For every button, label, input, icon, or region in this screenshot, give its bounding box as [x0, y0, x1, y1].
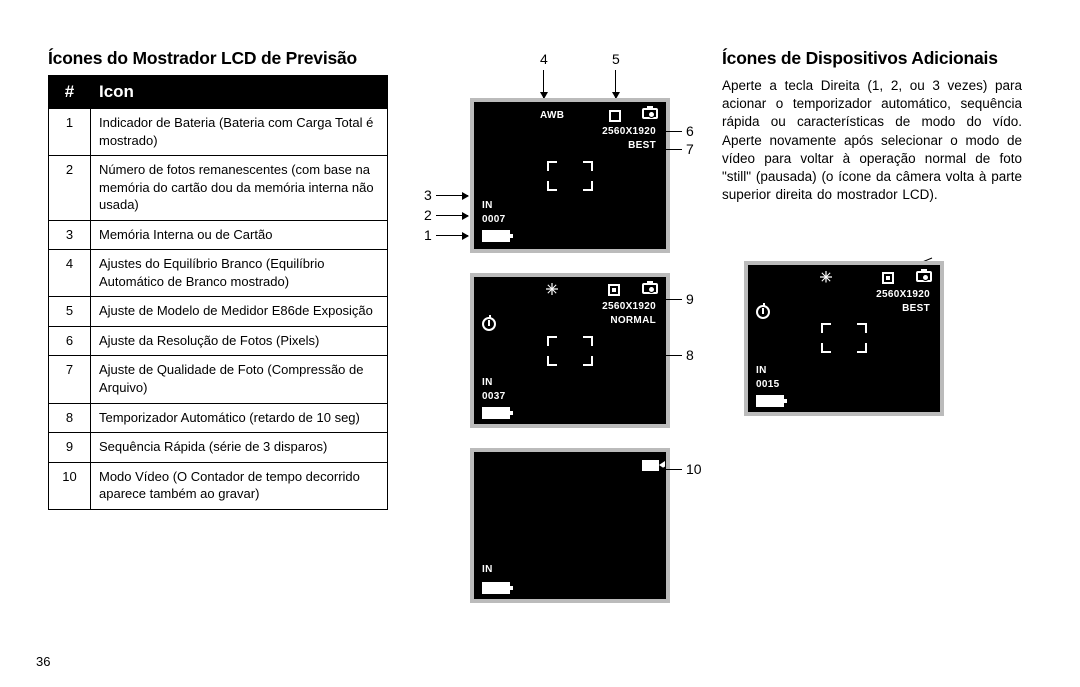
legend-num: 7	[49, 356, 91, 403]
arrow-1	[436, 235, 468, 236]
legend-num: 1	[49, 109, 91, 156]
focus-brackets-icon	[547, 161, 593, 191]
timer-icon	[482, 317, 496, 331]
battery-icon	[482, 230, 510, 242]
legend-num: 9	[49, 433, 91, 463]
legend-text: Ajuste de Qualidade de Foto (Compressão …	[91, 356, 388, 403]
table-row: 2Número de fotos remanescentes (com base…	[49, 156, 388, 221]
callout-9: 9	[686, 292, 694, 306]
table-row: 8Temporizador Automático (retardo de 10 …	[49, 403, 388, 433]
focus-brackets-icon	[547, 336, 593, 366]
lcd-preview-2: 2560X1920 NORMAL IN 0037	[470, 273, 670, 428]
legend-text: Memória Interna ou de Cartão	[91, 220, 388, 250]
camera-icon	[642, 108, 658, 119]
metering-icon	[608, 284, 620, 296]
legend-text: Indicador de Bateria (Bateria com Carga …	[91, 109, 388, 156]
arrow-6	[656, 131, 682, 132]
awb-label: AWB	[540, 110, 564, 121]
callout-2: 2	[424, 208, 432, 222]
callout-8: 8	[686, 348, 694, 362]
battery-icon	[482, 407, 510, 419]
legend-num: 5	[49, 297, 91, 327]
table-row: 6Ajuste da Resolução de Fotos (Pixels)	[49, 326, 388, 356]
arrow-5	[615, 70, 616, 98]
legend-text: Ajuste da Resolução de Fotos (Pixels)	[91, 326, 388, 356]
res-label: 2560X1920	[602, 126, 656, 137]
legend-text: Temporizador Automático (retardo de 10 s…	[91, 403, 388, 433]
callout-1: 1	[424, 228, 432, 242]
legend-header-icon: Icon	[91, 76, 388, 109]
legend-text: Ajuste de Modelo de Medidor E86de Exposi…	[91, 297, 388, 327]
legend-text: Sequência Rápida (série de 3 disparos)	[91, 433, 388, 463]
right-body: Aperte a tecla Direita (1, 2, ou 3 vezes…	[722, 77, 1022, 205]
mem-label: IN	[482, 564, 493, 575]
table-row: 5Ajuste de Modelo de Medidor E86de Expos…	[49, 297, 388, 327]
callout-6: 6	[686, 124, 694, 138]
legend-text: Modo Vídeo (O Contador de tempo decorrid…	[91, 462, 388, 509]
table-row: 1Indicador de Bateria (Bateria com Carga…	[49, 109, 388, 156]
metering-icon	[882, 272, 894, 284]
qual-label: BEST	[628, 140, 656, 151]
arrow-3	[436, 195, 468, 196]
battery-icon	[756, 395, 784, 407]
mem-label: IN	[482, 377, 493, 388]
camera-icon	[642, 283, 658, 294]
arrow-4	[543, 70, 544, 98]
shots-label: 0007	[482, 214, 505, 225]
mem-label: IN	[756, 365, 767, 376]
mem-label: IN	[482, 200, 493, 211]
arrow-8	[496, 355, 682, 356]
legend-header-num: #	[49, 76, 91, 109]
table-row: 7Ajuste de Qualidade de Foto (Compressão…	[49, 356, 388, 403]
legend-num: 2	[49, 156, 91, 221]
video-icon	[642, 460, 659, 471]
shots-label: 0015	[756, 379, 779, 390]
lcd-diagram-area: 4 5 AWB 2560X1920 BEST IN 0007 3 2 1 6 7	[410, 48, 700, 667]
arrow-10	[660, 469, 682, 470]
icon-legend-table: # Icon 1Indicador de Bateria (Bateria co…	[48, 75, 388, 510]
callout-3: 3	[424, 188, 432, 202]
callout-7: 7	[686, 142, 694, 156]
res-label: 2560X1920	[876, 289, 930, 300]
table-row: 9Sequência Rápida (série de 3 disparos)	[49, 433, 388, 463]
burst-icon	[546, 283, 558, 295]
legend-text: Ajustes do Equilíbrio Branco (Equilíbrio…	[91, 250, 388, 297]
legend-text: Número de fotos remanescentes (com base …	[91, 156, 388, 221]
table-row: 4Ajustes do Equilíbrio Branco (Equilíbri…	[49, 250, 388, 297]
legend-num: 6	[49, 326, 91, 356]
qual-label: BEST	[902, 303, 930, 314]
table-row: 3Memória Interna ou de Cartão	[49, 220, 388, 250]
arrow-2	[436, 215, 468, 216]
right-title: Ícones de Dispositivos Adicionais	[722, 48, 1022, 69]
legend-num: 10	[49, 462, 91, 509]
burst-icon	[820, 271, 832, 283]
timer-icon	[756, 305, 770, 319]
table-row: 10Modo Vídeo (O Contador de tempo decorr…	[49, 462, 388, 509]
callout-10: 10	[686, 462, 702, 476]
lcd-preview-1: AWB 2560X1920 BEST IN 0007	[470, 98, 670, 253]
focus-brackets-icon	[821, 323, 867, 353]
lcd-preview-4: 2560X1920 BEST IN 0015	[744, 261, 944, 416]
legend-num: 8	[49, 403, 91, 433]
res-label: 2560X1920	[602, 301, 656, 312]
callout-4: 4	[540, 52, 548, 66]
legend-num: 4	[49, 250, 91, 297]
arrow-9	[656, 299, 682, 300]
arrow-7	[656, 149, 682, 150]
battery-icon	[482, 582, 510, 594]
callout-5: 5	[612, 52, 620, 66]
left-title: Ícones do Mostrador LCD de Previsão	[48, 48, 388, 69]
shots-label: 0037	[482, 391, 505, 402]
camera-icon	[916, 271, 932, 282]
lcd-preview-3: IN	[470, 448, 670, 603]
qual-label: NORMAL	[610, 315, 656, 326]
legend-num: 3	[49, 220, 91, 250]
page-number: 36	[36, 654, 50, 669]
